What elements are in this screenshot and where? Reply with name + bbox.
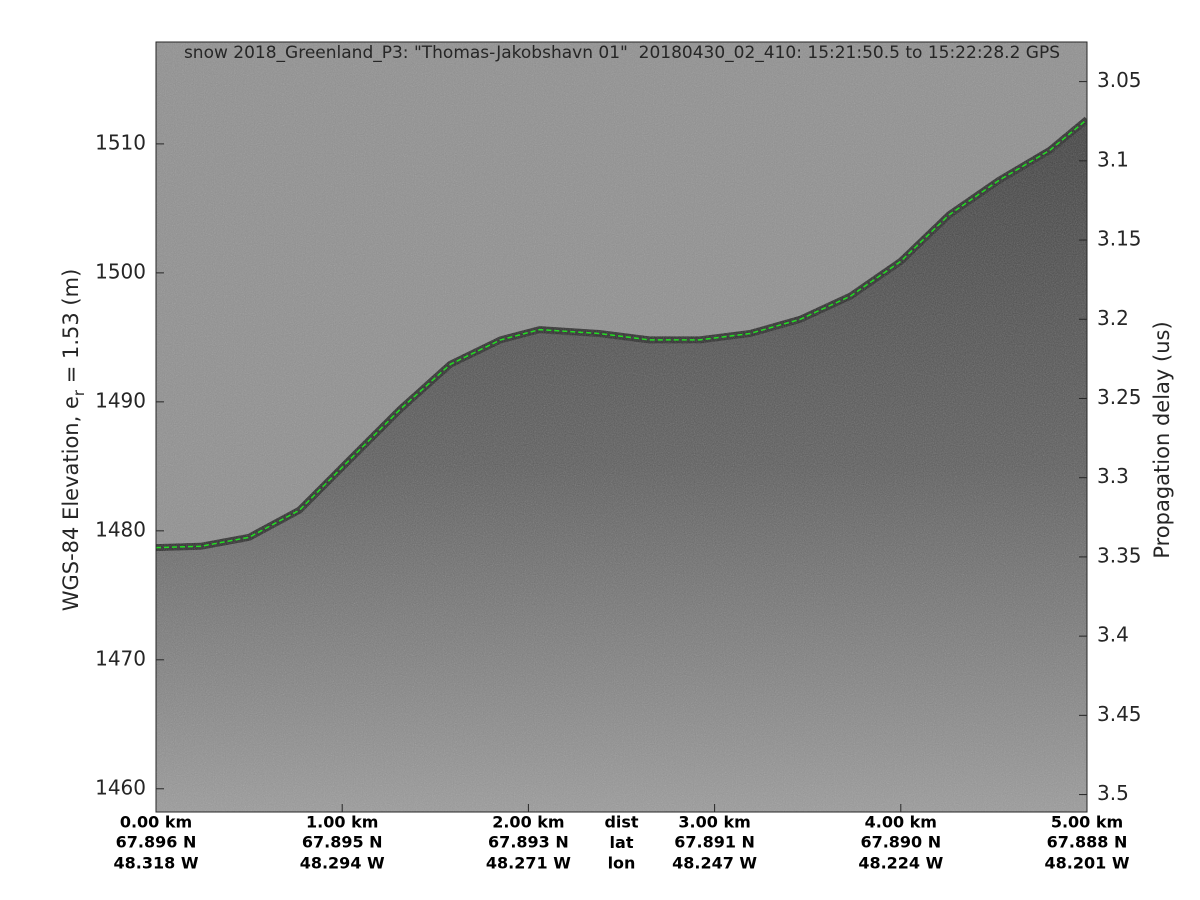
noise bbox=[156, 42, 1087, 812]
y2-tick-label: 3.35 bbox=[1097, 543, 1142, 567]
y-tick-label: 1500 bbox=[95, 259, 146, 283]
surface-line bbox=[156, 118, 1087, 549]
lon-label: 48.318 W bbox=[114, 854, 199, 873]
x-tick-label: 2.00 km bbox=[492, 813, 564, 832]
y2-tick-label: 3.3 bbox=[1097, 464, 1129, 488]
x-tick-label: 1.00 km bbox=[306, 813, 378, 832]
y-tick-label: 1460 bbox=[95, 775, 146, 799]
lat-label: 67.893 N bbox=[488, 833, 569, 852]
lat-label: 67.890 N bbox=[860, 833, 941, 852]
plot-area bbox=[156, 42, 1087, 812]
lat-label: 67.896 N bbox=[116, 833, 197, 852]
y2-tick-label: 3.1 bbox=[1097, 147, 1129, 171]
lat-label: 67.895 N bbox=[302, 833, 383, 852]
y2-tick-label: 3.45 bbox=[1097, 702, 1142, 726]
plot-frame bbox=[155, 41, 1088, 813]
y-tick-label: 1470 bbox=[95, 646, 146, 670]
lon-label: 48.224 W bbox=[858, 854, 943, 873]
y-tick-label: 1510 bbox=[95, 130, 146, 154]
y-axis-label-subscript: r bbox=[70, 389, 88, 396]
y2-tick-label: 3.15 bbox=[1097, 227, 1142, 251]
lon-label: 48.247 W bbox=[672, 854, 757, 873]
x-tick-label: 5.00 km bbox=[1051, 813, 1123, 832]
x-row-label: dist bbox=[604, 813, 638, 832]
x-tick-label: 0.00 km bbox=[120, 813, 192, 832]
lon-label: 48.294 W bbox=[300, 854, 385, 873]
lon-label: 48.271 W bbox=[486, 854, 571, 873]
y2-tick-label: 3.5 bbox=[1097, 781, 1129, 805]
y2-tick-label: 3.2 bbox=[1097, 306, 1129, 330]
x-row-label: lat bbox=[610, 833, 634, 852]
lon-label: 48.201 W bbox=[1045, 854, 1130, 873]
x-tick-label: 3.00 km bbox=[678, 813, 750, 832]
y2-tick-label: 3.25 bbox=[1097, 385, 1142, 409]
y2-tick-label: 3.4 bbox=[1097, 623, 1129, 647]
x-row-label: lon bbox=[608, 854, 636, 873]
y-axis-label-suffix: = 1.53 (m) bbox=[59, 269, 83, 390]
y2-axis-label: Propagation delay (us) bbox=[1150, 321, 1174, 558]
y-axis-label-main: WGS-84 Elevation, e bbox=[59, 396, 83, 611]
y-tick-label: 1490 bbox=[95, 388, 146, 412]
y-axis-label: WGS-84 Elevation, er = 1.53 (m) bbox=[59, 269, 88, 612]
chart-title: snow 2018_Greenland_P3: "Thomas-Jakobsha… bbox=[184, 43, 1060, 63]
x-tick-label: 4.00 km bbox=[865, 813, 937, 832]
lat-label: 67.888 N bbox=[1047, 833, 1128, 852]
y-tick-label: 1480 bbox=[95, 517, 146, 541]
lat-label: 67.891 N bbox=[674, 833, 755, 852]
y2-tick-label: 3.05 bbox=[1097, 68, 1142, 92]
